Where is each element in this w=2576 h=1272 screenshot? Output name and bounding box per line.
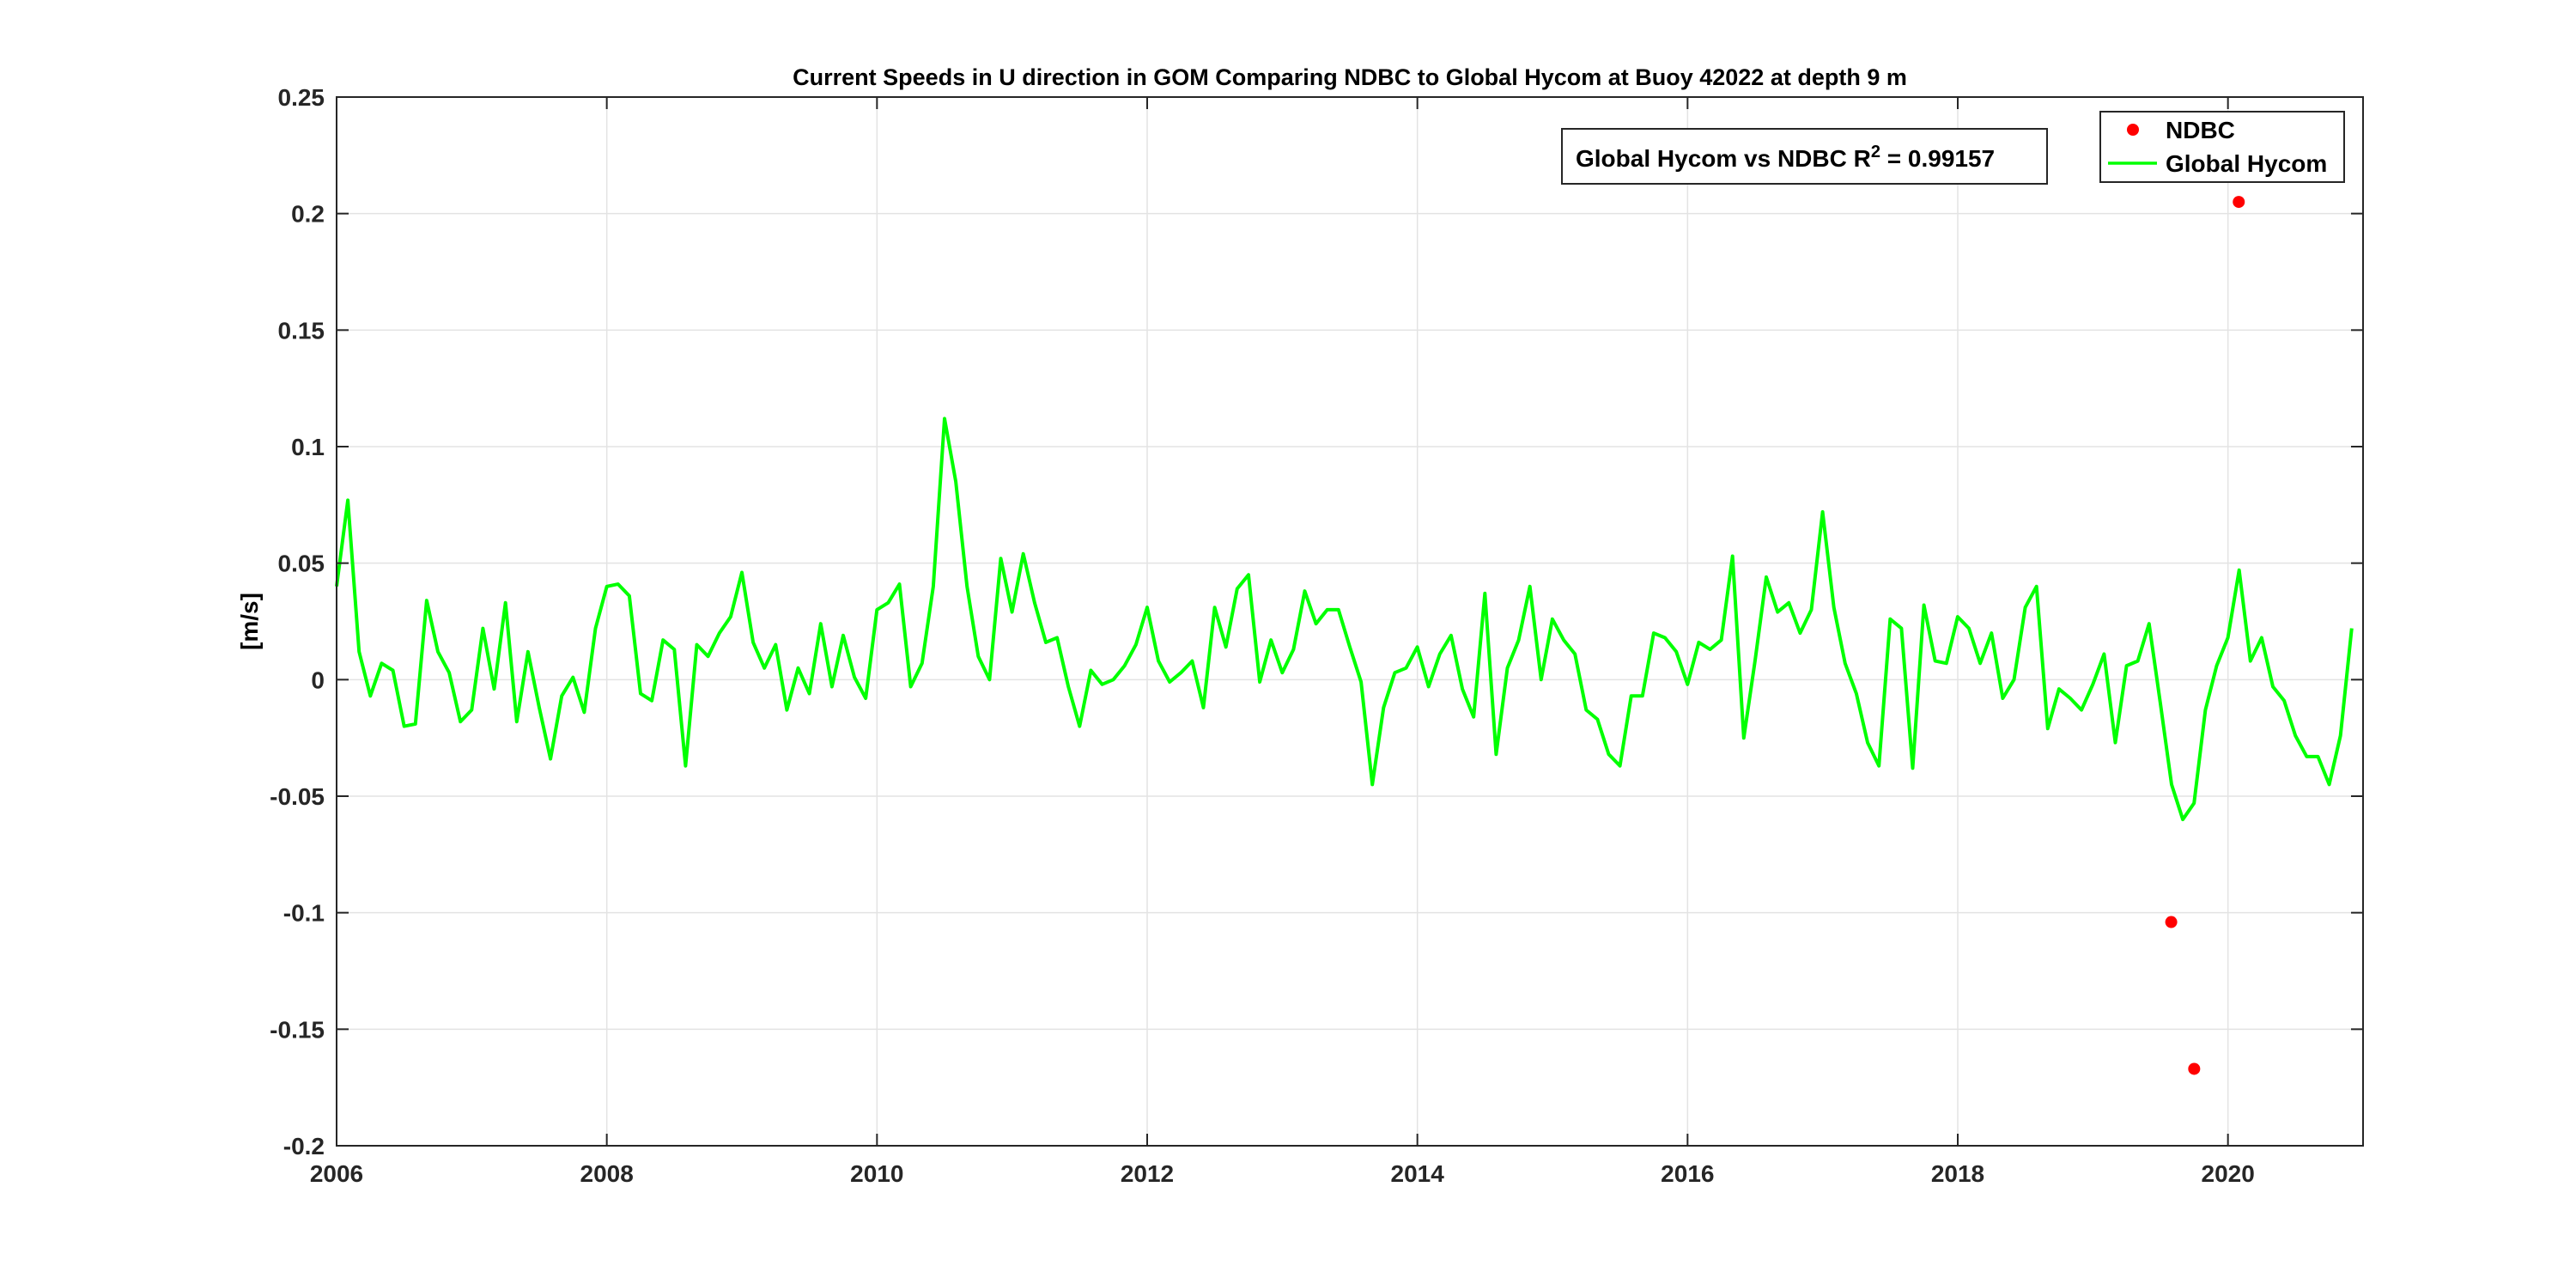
y-tick-label: -0.15 — [270, 1016, 325, 1043]
ndbc-point — [2233, 196, 2245, 209]
legend-label-ndbc: NDBC — [2166, 117, 2235, 143]
y-tick-label: 0.05 — [278, 551, 325, 577]
plot-frame — [336, 96, 2364, 1147]
y-tick-label: 0.2 — [291, 201, 325, 228]
annotation-superscript: 2 — [1871, 143, 1880, 161]
y-tick-label: -0.1 — [283, 900, 325, 927]
r-squared-annotation: Global Hycom vs NDBC R2 = 0.99157 — [1561, 128, 2048, 185]
y-tick-label: 0.1 — [291, 434, 325, 460]
x-tick-label: 2012 — [1121, 1160, 1174, 1187]
legend: NDBC Global Hycom — [2099, 111, 2345, 183]
x-tick-label: 2018 — [1931, 1160, 1984, 1187]
series-line-global-hycom — [335, 417, 2354, 822]
x-tick-label: 2010 — [850, 1160, 903, 1187]
y-tick-label: 0.15 — [278, 317, 325, 344]
y-tick-label: 0.25 — [278, 84, 325, 111]
y-tick-label: -0.05 — [270, 783, 325, 810]
plot-area: 2006 2008 2010 2012 2014 2016 2018 2020 -0.2 -0.1… — [270, 84, 2364, 1187]
chart-title: Current Speeds in U direction in GOM Com… — [793, 64, 1907, 90]
series-layer — [335, 196, 2354, 1075]
y-axis-label: [m/s] — [236, 593, 263, 650]
ndbc-point — [2188, 1062, 2201, 1075]
x-tick-label: 2016 — [1661, 1160, 1714, 1187]
legend-label-global-hycom: Global Hycom — [2166, 150, 2327, 177]
annotation-text: Global Hycom vs NDBC R2 = 0.99157 — [1576, 143, 1995, 172]
annotation-prefix: Global Hycom vs NDBC R — [1576, 145, 1871, 172]
plot-background — [337, 97, 2363, 1146]
y-tick-label: 0 — [311, 666, 325, 693]
ndbc-point — [2165, 916, 2178, 928]
annotation-suffix: = 0.99157 — [1880, 145, 1995, 172]
legend-box — [2099, 111, 2345, 183]
x-tick-label: 2020 — [2202, 1160, 2255, 1187]
x-tick-label: 2014 — [1391, 1160, 1445, 1187]
legend-marker-ndbc — [2127, 124, 2139, 136]
x-tick-label: 2008 — [580, 1160, 634, 1187]
annotation-box — [1561, 128, 2048, 185]
y-tick-label: -0.2 — [283, 1133, 325, 1159]
x-tick-label: 2006 — [310, 1160, 363, 1187]
axis-ticks: 2006 2008 2010 2012 2014 2016 2018 2020 -0.2 -0.1… — [270, 84, 2363, 1187]
